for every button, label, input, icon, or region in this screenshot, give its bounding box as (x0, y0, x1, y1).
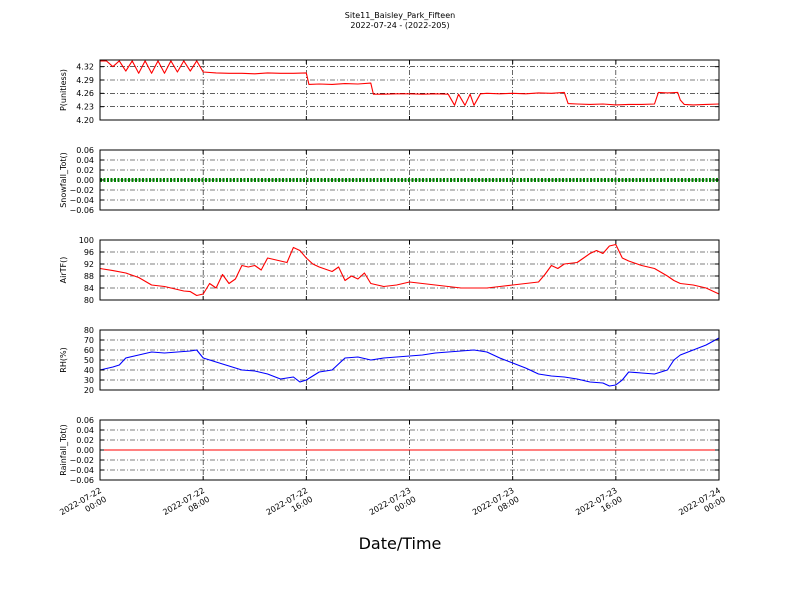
y-axis-label: Rainfall_Tot() (59, 424, 68, 476)
y-tick-label: 0.04 (76, 156, 94, 165)
y-tick-label: 20 (84, 386, 94, 395)
y-tick-label: 0.02 (76, 436, 94, 445)
x-tick-label: 2022-07-2216:00 (265, 486, 315, 526)
y-tick-label: 92 (84, 260, 94, 269)
panel-3: 100 96 92 88 84 80 AirTF() (59, 236, 720, 305)
y-axis-label: P(unitless) (59, 69, 68, 111)
y-tick-label: 50 (84, 356, 94, 365)
x-tick-label: 2022-07-2400:00 (677, 486, 727, 526)
x-tick-label: 2022-07-2300:00 (368, 486, 418, 526)
y-tick-label: 40 (84, 366, 94, 375)
chart-subtitle: 2022-07-24 - (2022-205) (350, 21, 450, 30)
x-tick-label: 2022-07-2208:00 (161, 486, 211, 526)
x-tick-label: 2022-07-2200:00 (58, 486, 108, 526)
panel-2: 0.060.040.020.00−0.02−0.04−0.06Snowfall_… (59, 146, 720, 215)
x-tick-label: 2022-07-2308:00 (471, 486, 521, 526)
series-line (100, 60, 720, 106)
y-tick-label: 0.06 (76, 146, 94, 155)
y-tick-label: 4.23 (76, 102, 94, 111)
y-tick-label: 80 (84, 296, 94, 305)
y-tick-label: 4.32 (76, 62, 94, 71)
y-tick-label: −0.04 (69, 196, 94, 205)
y-tick-label: −0.02 (69, 456, 94, 465)
y-tick-label: 0.02 (76, 166, 94, 175)
chart-title: Site11_Baisley_Park_Fifteen (344, 11, 456, 20)
y-tick-label: 0.06 (76, 416, 94, 425)
y-axis-label: AirTF() (59, 257, 68, 284)
y-tick-label: 0.00 (76, 446, 94, 455)
panel-1: 4.32 4.29 4.26 4.23 4.20 P(unitless) (59, 59, 720, 125)
y-tick-label: 4.29 (76, 76, 94, 85)
series-line (99, 337, 720, 387)
y-tick-label: 84 (84, 284, 94, 293)
x-tick-label: 2022-07-2316:00 (574, 486, 624, 526)
y-tick-label: −0.04 (69, 466, 94, 475)
y-tick-label: 0.00 (76, 176, 94, 185)
panel-5: 0.060.040.020.00−0.02−0.04−0.06Rainfall_… (59, 416, 720, 485)
y-tick-label: −0.06 (69, 476, 94, 485)
y-tick-label: 96 (84, 248, 94, 257)
y-axis-label: Snowfall_Tot() (59, 152, 68, 208)
y-tick-label: 80 (84, 326, 94, 335)
y-axis-label: RH(%) (59, 347, 68, 372)
y-tick-label: 30 (84, 376, 94, 385)
y-tick-label: −0.02 (69, 186, 94, 195)
y-tick-label: 0.04 (76, 426, 94, 435)
y-tick-label: 4.26 (76, 89, 94, 98)
y-tick-label: 70 (84, 336, 94, 345)
series-line (99, 243, 720, 297)
x-axis-label: Date/Time (358, 534, 442, 553)
y-tick-label: 4.20 (76, 116, 94, 125)
y-tick-label: −0.06 (69, 206, 94, 215)
y-tick-label: 100 (79, 236, 94, 245)
y-tick-label: 60 (84, 346, 94, 355)
y-tick-label: 88 (84, 272, 94, 281)
